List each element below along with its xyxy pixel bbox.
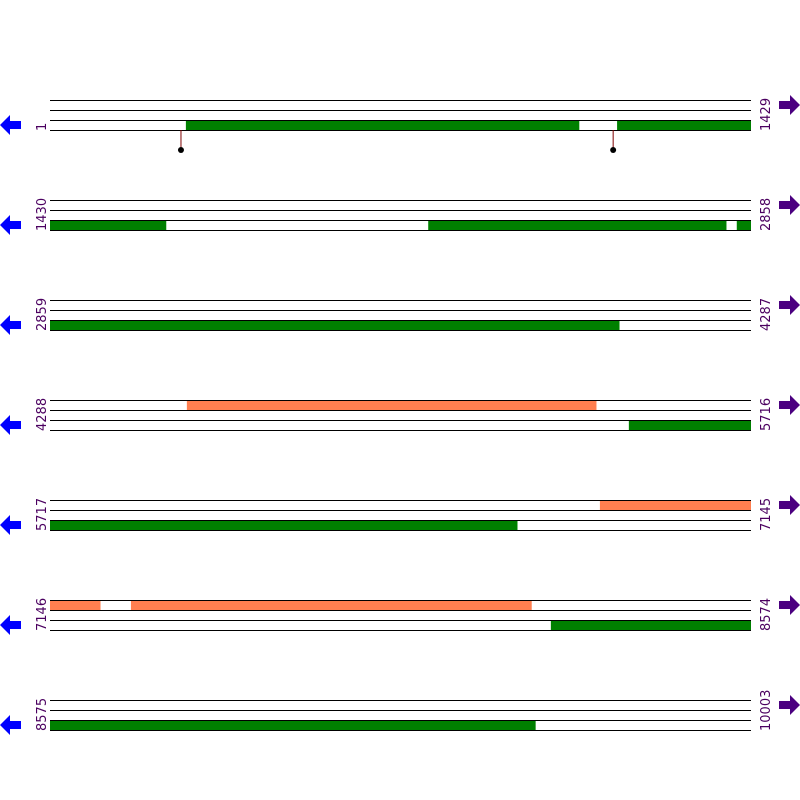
left-arrow[interactable]: [0, 115, 21, 135]
feature: [550, 620, 751, 630]
right-arrow[interactable]: [779, 95, 800, 115]
row-start-label: 4288: [35, 398, 50, 431]
row-start-label: 7146: [35, 598, 50, 631]
feature: [50, 320, 620, 330]
left-arrow[interactable]: [0, 215, 21, 235]
left-arrow[interactable]: [0, 515, 21, 535]
feature: [50, 720, 536, 730]
feature: [628, 420, 751, 430]
left-arrow[interactable]: [0, 715, 21, 735]
feature: [185, 120, 580, 130]
row-end-label: 10003: [759, 690, 774, 731]
right-arrow[interactable]: [779, 295, 800, 315]
right-arrow[interactable]: [779, 395, 800, 415]
row-end-label: 8574: [759, 598, 774, 631]
feature: [736, 220, 751, 230]
marker-dot: [610, 147, 617, 153]
row-start-label: 8575: [35, 698, 50, 731]
feature: [599, 500, 751, 510]
right-arrow[interactable]: [779, 495, 800, 515]
feature: [617, 120, 751, 130]
row-end-label: 7145: [759, 498, 774, 531]
row-end-label: 1429: [759, 98, 774, 131]
row-end-label: 4287: [759, 298, 774, 331]
feature: [50, 520, 518, 530]
marker-dot: [177, 147, 184, 153]
left-arrow[interactable]: [0, 615, 21, 635]
right-arrow[interactable]: [779, 195, 800, 215]
row-start-label: 1: [35, 123, 50, 131]
feature: [50, 600, 101, 610]
row-start-label: 1430: [35, 198, 50, 231]
right-arrow[interactable]: [779, 695, 800, 715]
row-end-label: 2858: [759, 198, 774, 231]
feature: [428, 220, 727, 230]
feature: [130, 600, 532, 610]
row-end-label: 5716: [759, 398, 774, 431]
left-arrow[interactable]: [0, 415, 21, 435]
left-arrow[interactable]: [0, 315, 21, 335]
row-start-label: 2859: [35, 298, 50, 331]
feature: [186, 400, 597, 410]
feature: [50, 220, 167, 230]
right-arrow[interactable]: [779, 595, 800, 615]
row-start-label: 5717: [35, 498, 50, 531]
